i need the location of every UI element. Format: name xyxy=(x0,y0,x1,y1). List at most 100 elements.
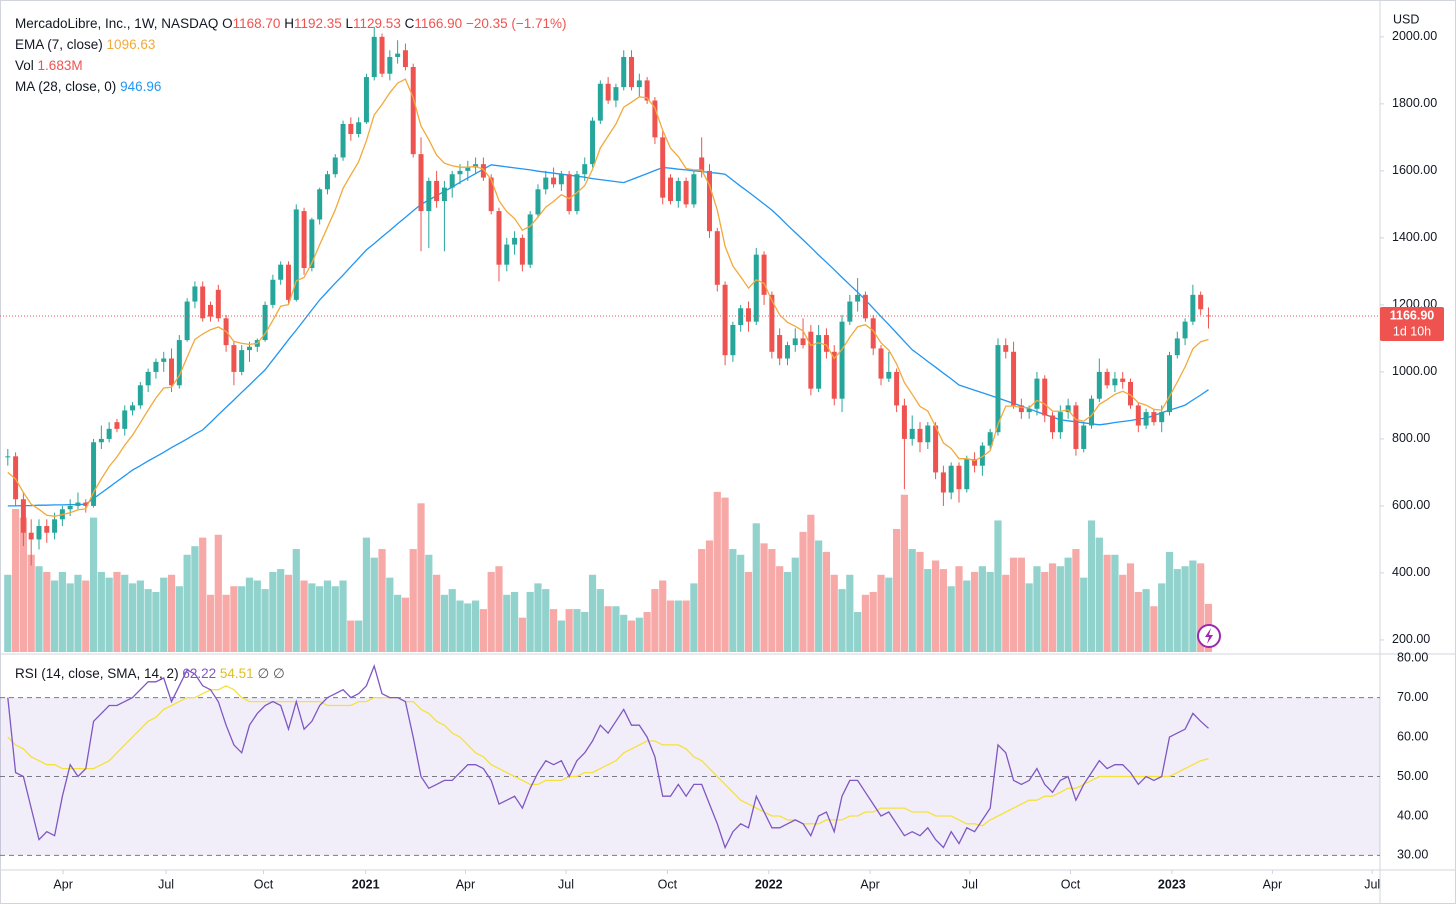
volume-bar xyxy=(1056,566,1064,652)
candle-body xyxy=(332,157,338,175)
candle-body xyxy=(527,214,533,265)
candle-body xyxy=(473,164,479,168)
alert-bolt[interactable] xyxy=(1205,628,1213,644)
indicator-value: 1096.63 xyxy=(106,37,156,52)
candle-body xyxy=(441,187,447,202)
volume-bar xyxy=(643,611,651,652)
volume-bar xyxy=(355,620,363,652)
y-tick-label: 800.00 xyxy=(1392,431,1430,445)
volume-bar xyxy=(27,554,35,652)
candle-body xyxy=(878,348,884,379)
candle-body xyxy=(67,505,73,510)
volume-bar xyxy=(604,606,612,652)
volume-bar xyxy=(854,611,862,652)
volume-bar xyxy=(1033,566,1041,652)
y-tick-label: 1800.00 xyxy=(1392,96,1437,110)
candle-body xyxy=(215,289,221,319)
candle-body xyxy=(1011,351,1017,406)
indicator-legend: EMA (7, close) 1096.63 xyxy=(15,35,155,55)
volume-bar xyxy=(885,577,893,652)
indicator-name: MA (28, close, 0) xyxy=(15,79,117,94)
candle-body xyxy=(831,351,837,399)
candle-body xyxy=(98,438,104,443)
volume-bar xyxy=(1134,591,1142,652)
rsi-value: 62.22 xyxy=(182,666,217,681)
candle-body xyxy=(1081,425,1087,449)
candle-body xyxy=(301,211,307,269)
candle-body xyxy=(691,174,697,205)
candle-body xyxy=(449,174,455,188)
volume-bar xyxy=(448,589,456,652)
candle-body xyxy=(777,335,783,359)
volume-bar xyxy=(378,549,386,652)
candle-body xyxy=(909,428,915,439)
volume-bar xyxy=(82,580,90,652)
candle-body xyxy=(1120,378,1126,382)
candle-body xyxy=(995,345,1001,433)
price-tag-label: 1166.90 xyxy=(1390,308,1435,322)
candle-body xyxy=(1034,378,1040,409)
volume-bar xyxy=(799,531,807,652)
y-tick-label: 400.00 xyxy=(1392,565,1430,579)
rsi-tick-label: 60.00 xyxy=(1397,729,1428,743)
volume-bar xyxy=(1087,520,1096,652)
volume-bar xyxy=(167,574,176,652)
y-tick-label: 200.00 xyxy=(1392,632,1430,646)
volume-bar xyxy=(1103,554,1111,652)
candle-body xyxy=(200,286,206,319)
x-tick-label: Jul xyxy=(558,877,574,891)
indicator-value: 1.683M xyxy=(37,58,83,73)
volume-bar xyxy=(768,549,776,652)
volume-bar xyxy=(440,594,449,652)
rsi-sma-line xyxy=(7,685,1209,827)
candle-body xyxy=(395,53,401,57)
x-tick-label: Jul xyxy=(1364,877,1380,891)
y-tick-label: 1600.00 xyxy=(1392,163,1437,177)
volume-bar xyxy=(581,611,589,652)
volume-bar xyxy=(128,583,137,652)
candle-body xyxy=(535,189,541,215)
axes-layer: 2000.001800.001600.001400.001200.001000.… xyxy=(53,29,1444,891)
alert-icon[interactable] xyxy=(1197,624,1221,648)
volume-bar xyxy=(144,589,152,652)
volume-bar xyxy=(152,591,160,652)
candle-body xyxy=(52,519,58,533)
volume-bar xyxy=(191,546,199,652)
volume-bar xyxy=(417,503,425,652)
candle-body xyxy=(169,358,175,386)
volume-bar xyxy=(487,571,495,652)
candle-body xyxy=(730,324,736,356)
candle-body xyxy=(823,335,829,352)
volume-bar xyxy=(269,571,277,652)
volume-bar xyxy=(760,543,768,652)
rsi-line xyxy=(7,663,1209,850)
candle-body xyxy=(605,83,611,101)
x-tick-label: Apr xyxy=(53,877,72,891)
candle-body xyxy=(480,164,486,178)
volume-bar xyxy=(815,540,823,652)
candle-body xyxy=(426,180,432,212)
volume-bar xyxy=(1009,557,1018,652)
volume-bar xyxy=(674,600,682,652)
candle-body xyxy=(410,67,416,155)
ma-line xyxy=(7,164,1209,507)
ohlc-label: C xyxy=(404,16,415,31)
candle-body xyxy=(1104,371,1110,386)
volume-bar xyxy=(1165,551,1174,652)
volume-bar xyxy=(549,609,558,652)
volume-bar xyxy=(323,580,332,652)
volume-bar xyxy=(222,594,230,652)
volume-bar xyxy=(557,620,565,652)
candle-body xyxy=(1198,294,1204,310)
volume-bar xyxy=(1041,571,1049,652)
price-layer xyxy=(0,26,1380,566)
volume-bar xyxy=(893,529,901,652)
candle-body xyxy=(894,371,900,406)
candle-body xyxy=(75,502,81,506)
ohlc-label: L xyxy=(345,16,354,31)
volume-bar xyxy=(206,594,215,652)
volume-bar xyxy=(620,614,628,652)
volume-bar xyxy=(986,571,994,652)
volume-bar xyxy=(74,574,82,652)
volume-bar xyxy=(214,534,222,652)
